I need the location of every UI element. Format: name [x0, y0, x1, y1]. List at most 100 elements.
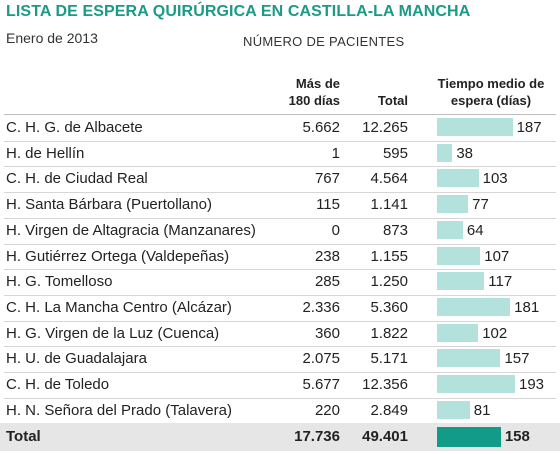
header-mas-180-line1: Más de	[295, 76, 340, 91]
row-tiempo-value: 38	[456, 144, 474, 162]
table-row: H. G. Tomelloso 285 1.250 117	[0, 269, 560, 295]
total-mas-180: 17.736	[294, 428, 340, 445]
row-total-value: 2.849	[370, 401, 408, 419]
row-hospital-name: C. H. La Mancha Centro (Alcázar)	[6, 298, 232, 316]
header-tiempo-medio: Tiempo medio de espera (días)	[422, 75, 560, 109]
row-separator	[4, 397, 556, 399]
row-tiempo-value: 187	[516, 119, 542, 136]
total-tiempo-value: 158	[504, 428, 530, 445]
row-mas-180-value: 238	[314, 247, 340, 265]
row-tiempo-bar	[437, 272, 485, 291]
row-hospital-name: H. N. Señora del Prado (Talavera)	[6, 401, 232, 419]
row-mas-180-value: 2.075	[302, 350, 340, 368]
row-tiempo-value: 77	[472, 196, 489, 214]
row-tiempo-bar	[437, 400, 470, 419]
row-separator	[4, 217, 556, 219]
row-hospital-name: H. Santa Bárbara (Puertollano)	[6, 196, 212, 214]
row-hospital-name: H. G. Virgen de la Luz (Cuenca)	[6, 324, 220, 342]
row-tiempo-bar	[437, 118, 513, 136]
row-tiempo-value: 181	[514, 298, 540, 316]
row-total-value: 1.822	[370, 324, 408, 342]
table-row: C. H. de Ciudad Real 767 4.564 103	[0, 166, 560, 192]
total-label: Total	[6, 428, 41, 445]
row-tiempo-value: 64	[466, 221, 484, 239]
row-mas-180-value: 5.677	[302, 376, 340, 393]
row-separator	[4, 269, 556, 271]
table-row: C. H. de Toledo 5.677 12.356 193	[0, 372, 560, 398]
row-separator	[4, 243, 556, 245]
row-hospital-name: C. H. G. de Albacete	[6, 119, 143, 136]
table-row: H. Gutiérrez Ortega (Valdepeñas) 238 1.155…	[0, 244, 560, 270]
row-tiempo-bar	[437, 143, 453, 162]
row-tiempo-bar	[437, 375, 515, 393]
header-total: Total	[377, 93, 408, 108]
row-tiempo-bar	[437, 297, 511, 316]
row-total-value: 1.141	[370, 196, 408, 214]
row-tiempo-value: 107	[484, 247, 510, 265]
row-mas-180-value: 115	[316, 196, 340, 214]
row-mas-180-value: 2.336	[302, 298, 340, 316]
row-tiempo-bar	[437, 246, 481, 265]
chart-subtitle: Enero de 2013	[6, 30, 98, 46]
row-mas-180-value: 5.662	[302, 119, 340, 136]
row-tiempo-value: 81	[473, 401, 491, 419]
header-tiempo-line1: Tiempo medio de	[437, 76, 545, 91]
row-hospital-name: H. U. de Guadalajara	[6, 350, 147, 368]
row-total-value: 5.360	[370, 298, 408, 316]
row-hospital-name: H. G. Tomelloso	[6, 273, 113, 291]
table-row: H. Santa Bárbara (Puertollano) 115 1.141 77	[0, 192, 560, 218]
header-tiempo-line2: espera (días)	[450, 93, 532, 108]
row-separator	[4, 372, 556, 373]
row-separator	[4, 166, 556, 168]
column-group-title: NÚMERO DE PACIENTES	[243, 34, 405, 49]
table-row: C. H. G. de Albacete 5.662 12.265 187	[0, 115, 560, 141]
table-row: H. de Hellín 1 595 38	[0, 141, 560, 167]
table-row: H. U. de Guadalajara 2.075 5.171 157	[0, 346, 560, 372]
row-total-value: 595	[382, 144, 408, 162]
row-separator	[4, 140, 556, 142]
row-hospital-name: H. de Hellín	[6, 144, 85, 162]
row-tiempo-bar	[437, 349, 501, 368]
row-mas-180-value: 767	[314, 170, 340, 188]
row-mas-180-value: 360	[314, 324, 340, 342]
row-hospital-name: H. Virgen de Altagracia (Manzanares)	[6, 221, 256, 239]
row-total-value: 12.356	[362, 376, 408, 393]
row-tiempo-value: 193	[519, 376, 545, 393]
chart-title: LISTA DE ESPERA QUIRÚRGICA EN CASTILLA-L…	[6, 3, 471, 20]
row-mas-180-value: 1	[331, 144, 340, 162]
row-total-value: 5.171	[370, 350, 408, 368]
header-mas-180-dias: Más de 180 días	[268, 75, 340, 109]
table-row: H. N. Señora del Prado (Talavera) 220 2.84…	[0, 398, 560, 424]
row-separator	[4, 294, 556, 296]
row-mas-180-value: 220	[314, 401, 340, 419]
row-tiempo-bar	[437, 195, 469, 214]
row-separator	[4, 346, 556, 348]
header-rule	[4, 114, 556, 115]
row-tiempo-value: 157	[504, 350, 530, 368]
row-hospital-name: C. H. de Toledo	[6, 376, 110, 393]
row-total-value: 12.265	[362, 119, 408, 136]
row-separator	[4, 320, 556, 322]
table-row: C. H. La Mancha Centro (Alcázar) 2.336 5.3…	[0, 295, 560, 321]
total-tiempo-bar	[437, 427, 501, 447]
table-row: H. Virgen de Altagracia (Manzanares) 0 873…	[0, 218, 560, 244]
row-tiempo-bar	[437, 323, 479, 342]
row-separator	[4, 192, 556, 194]
row-tiempo-value: 102	[482, 324, 508, 342]
row-hospital-name: C. H. de Ciudad Real	[6, 170, 148, 188]
row-tiempo-bar	[437, 220, 463, 239]
row-tiempo-value: 117	[488, 273, 513, 291]
row-mas-180-value: 285	[314, 273, 340, 291]
total-total: 49.401	[362, 428, 408, 445]
row-hospital-name: H. Gutiérrez Ortega (Valdepeñas)	[6, 247, 230, 265]
row-mas-180-value: 0	[331, 221, 340, 239]
header-mas-180-line2: 180 días	[288, 93, 340, 108]
row-total-value: 1.155	[370, 247, 408, 265]
row-total-value: 4.564	[370, 170, 408, 188]
total-row: Total 17.736 49.401 158	[0, 423, 560, 451]
row-tiempo-value: 103	[482, 170, 508, 188]
row-total-value: 1.250	[370, 273, 408, 291]
table-row: H. G. Virgen de la Luz (Cuenca) 360 1.822 1…	[0, 321, 560, 347]
row-tiempo-bar	[437, 169, 479, 188]
row-total-value: 873	[382, 221, 408, 239]
